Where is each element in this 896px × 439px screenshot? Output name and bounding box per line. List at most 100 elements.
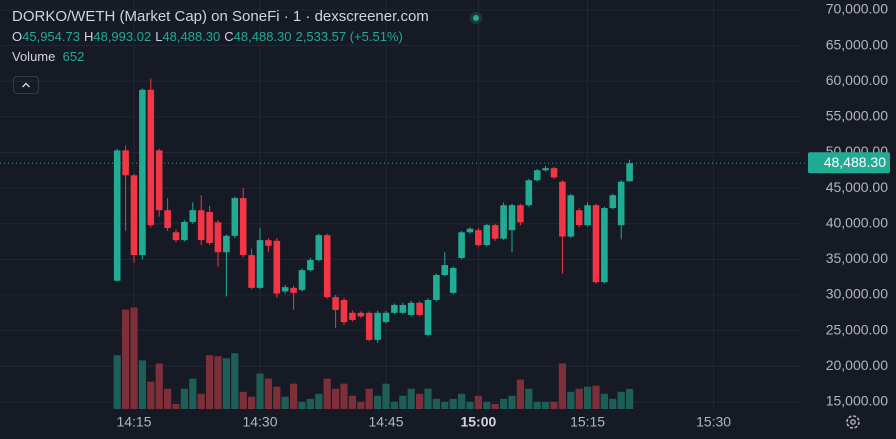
gear [846,415,860,429]
candle-body [290,287,297,293]
candle-body [382,312,390,323]
volume-bar [298,401,306,409]
candle-body [172,232,180,241]
y-tick-label: 70,000.00 [826,1,888,17]
y-tick-label: 60,000.00 [826,72,888,88]
candle-body [609,195,617,209]
candle-body [349,312,356,320]
candle-body [626,163,633,182]
candle-body [483,225,491,246]
volume-bar [323,378,331,409]
volume-bar [340,383,348,409]
volume-bar [113,355,121,409]
volume-bar [550,401,558,409]
volume-bar [584,386,592,409]
volume-legend: Volume 652 [12,47,429,67]
volume-value: 652 [62,49,85,64]
candle-body [223,235,230,253]
volume-bar [483,401,491,409]
volume-bar [449,398,457,409]
last-price-label: 48,488.30 [824,154,886,170]
y-tick-label: 65,000.00 [826,36,888,52]
volume-bar [399,395,407,409]
volume-bar [458,393,466,409]
candle-body [567,195,575,237]
volume-bar [390,401,398,409]
y-tick-label: 30,000.00 [826,286,888,302]
y-tick-label: 15,000.00 [826,393,888,409]
collapse-button[interactable] [13,76,39,94]
volume-bar [626,388,634,409]
candle-body [559,181,566,237]
candle-body [500,205,507,239]
volume-bar [474,395,482,409]
volume-bar [357,401,365,409]
candle-body [575,210,583,226]
candle-body [374,312,381,340]
candle-body [147,89,155,226]
volume-bar [273,386,281,409]
y-tick-label: 25,000.00 [826,321,888,337]
volume-bar [348,395,356,409]
candle-body [164,210,171,229]
candle-body [248,255,255,288]
candle-body [617,181,625,226]
candle-body [273,240,281,294]
volume-bar [231,353,239,409]
candle-body [181,221,188,241]
x-tick-label: 14:30 [242,414,277,430]
x-tick-label: 15:00 [460,414,496,430]
candle-body [298,270,306,291]
candle-body [155,150,163,211]
candle-body [601,208,608,283]
volume-bar [264,378,272,409]
volume-bar [189,378,197,409]
legend-key: H [83,29,94,44]
candle-body [584,205,591,226]
volume-bar [147,381,155,409]
volume-bar [542,401,550,409]
candle-body [206,211,213,243]
candle-body [550,168,558,178]
candle-body [239,198,247,256]
legend-value: 48,993.02 [93,29,152,44]
volume-bar [508,395,516,409]
legend-key: L [155,29,163,44]
y-tick-label: 45,000.00 [826,179,888,195]
candle-body [525,180,533,206]
legend-value: 48,488.30 [233,29,292,44]
y-tick-label: 40,000.00 [826,214,888,230]
plot: 15,000.00 20,000.00 25,000.00 30,000.00 35,0… [0,0,890,430]
settings-icon[interactable] [846,415,860,429]
volume-bar [197,393,205,409]
candle-body [189,210,197,222]
x-tick-label: 14:15 [116,414,151,430]
candle-body [542,168,549,171]
chart-title: DORKO/WETH (Market Cap) on SoneFi · 1 · … [12,8,429,25]
candle-body [517,205,524,223]
volume-bar [155,363,163,409]
x-tick-label: 15:30 [696,414,731,430]
volume-bar [567,391,575,409]
volume-name: Volume [12,49,56,64]
candle-body [265,240,272,246]
caret [22,82,30,88]
candle-body [416,302,423,315]
volume-bar [172,403,180,409]
candle-body [113,150,121,281]
candle-body [323,235,331,298]
candle-body [407,302,415,315]
candle-body [449,267,457,293]
volume-bar [180,388,188,409]
y-tick-label: 55,000.00 [826,108,888,124]
caret-line [22,82,30,88]
candle-body [475,230,482,246]
candle-body [424,299,432,335]
header: DORKO/WETH (Market Cap) on SoneFi · 1 · … [12,7,429,67]
candle-body [122,150,129,176]
volume-bar [432,398,440,409]
volume-bar [424,388,432,409]
candle-body [340,299,348,323]
volume-bar [441,401,449,409]
status-dot [473,15,479,21]
